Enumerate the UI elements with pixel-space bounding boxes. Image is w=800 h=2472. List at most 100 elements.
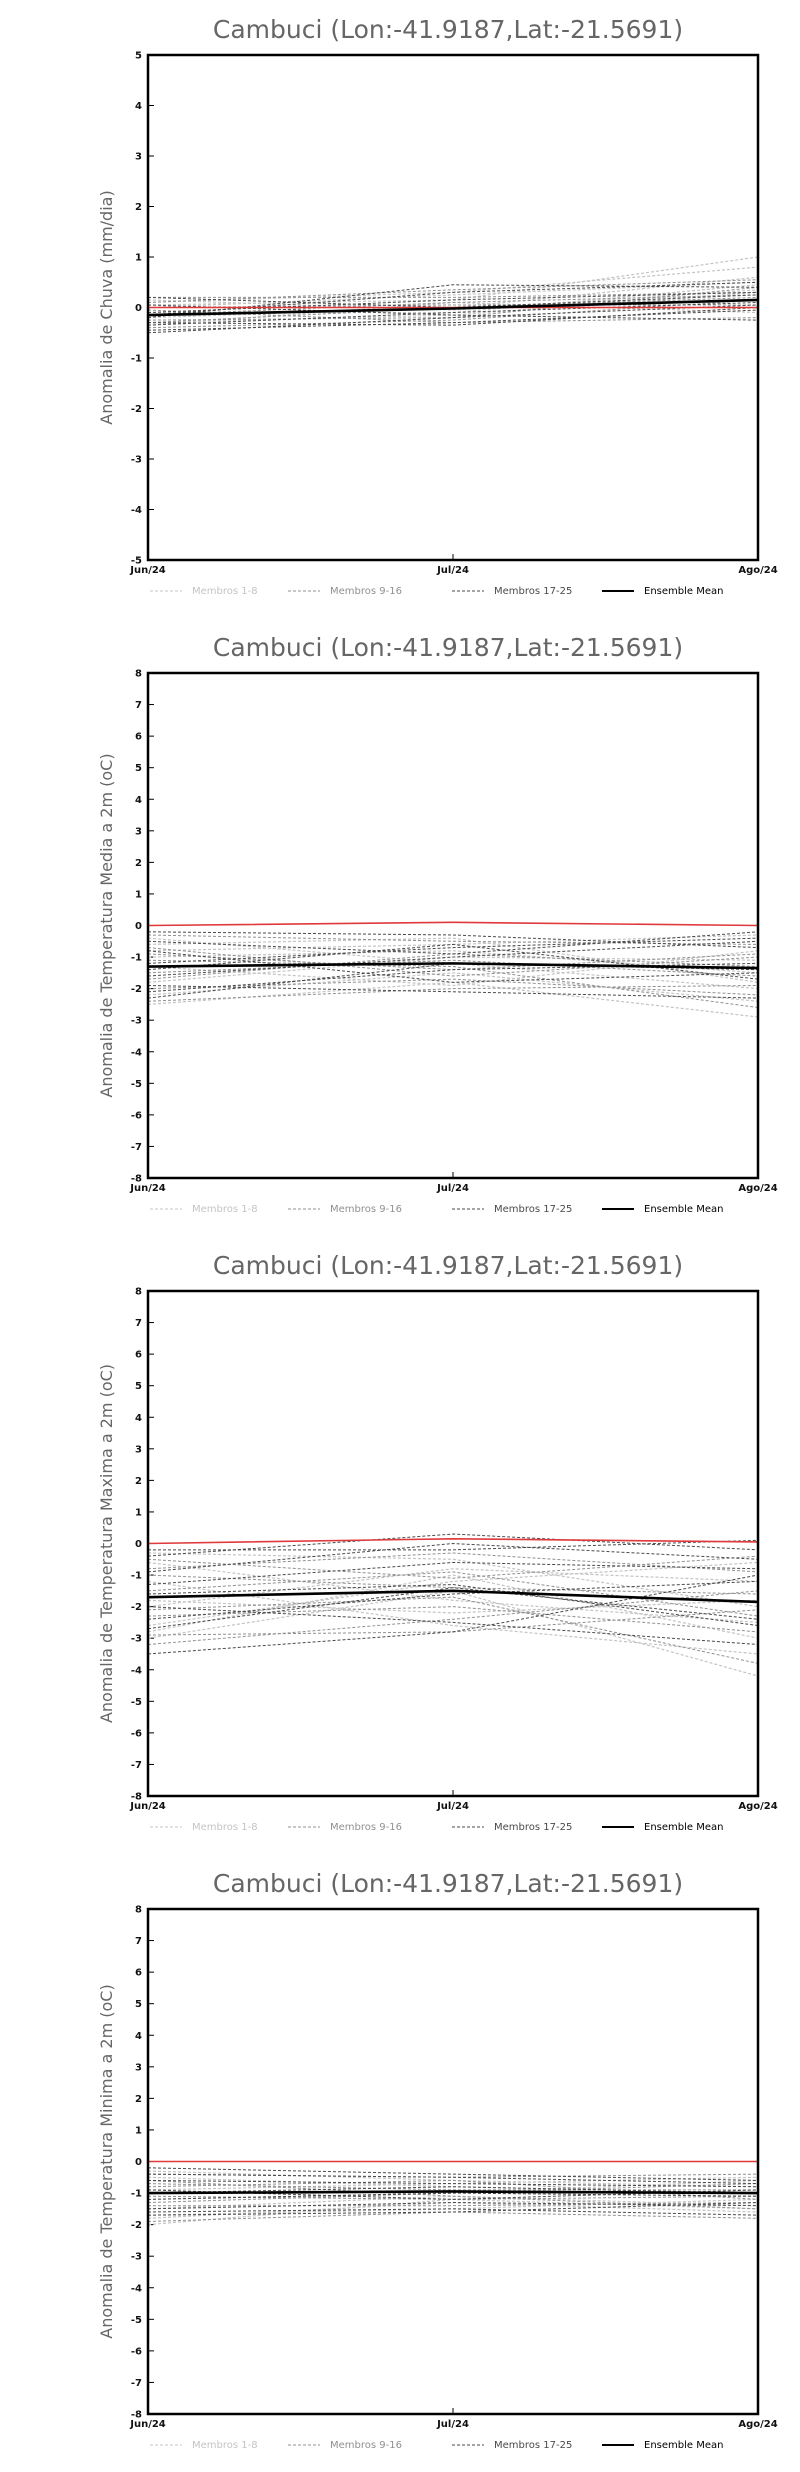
y-tick-label: -1 xyxy=(131,1571,142,1582)
y-tick-label: -4 xyxy=(131,1665,142,1676)
series-line-mean-1 xyxy=(147,2190,759,2195)
legend-label-17-25: Membros 17-25 xyxy=(494,586,572,597)
series-line-17-25-2 xyxy=(147,2167,759,2181)
x-tick-label: Jun/24 xyxy=(129,565,166,576)
series-line-17-25-5 xyxy=(147,943,759,980)
series-line-mean-1 xyxy=(147,298,759,317)
y-tick-label: -2 xyxy=(131,984,142,995)
chart-svg: Cambuci (Lon:-41.9187,Lat:-21.5691) Anoma… xyxy=(97,633,778,1215)
y-tick-label: -6 xyxy=(131,1110,142,1121)
series-line-9-16-3 xyxy=(147,978,759,996)
series-line-17-25-8 xyxy=(147,304,759,334)
y-tick-label: 3 xyxy=(135,2062,142,2073)
series-line-9-16-7 xyxy=(147,959,759,1009)
y-tick-label: -6 xyxy=(131,2346,142,2357)
plot-frame xyxy=(146,53,760,562)
legend-label-mean: Ensemble Mean xyxy=(644,2440,723,2451)
x-tick-label: Ago/24 xyxy=(738,1801,777,1812)
legend-label-mean: Ensemble Mean xyxy=(644,586,723,597)
y-tick-label: 1 xyxy=(135,1507,142,1518)
y-tick-label: -2 xyxy=(131,1602,142,1613)
y-tick-label: 8 xyxy=(135,1287,142,1298)
series-line-17-25-6 xyxy=(147,931,759,949)
series-line-1-8-2 xyxy=(147,950,759,974)
y-tick-label: 0 xyxy=(135,2157,142,2168)
y-tick-label: -3 xyxy=(131,455,142,466)
y-tick-label: -3 xyxy=(131,2252,142,2263)
y-tick-label: 6 xyxy=(135,1350,142,1361)
legend-label-17-25: Membros 17-25 xyxy=(494,1822,572,1833)
y-tick-label: 2 xyxy=(135,2094,142,2105)
y-tick-label: -6 xyxy=(131,1728,142,1739)
series-line-17-25-8 xyxy=(147,2202,759,2216)
series-line-17-25-7 xyxy=(147,962,759,993)
y-tick-label: -2 xyxy=(131,2220,142,2231)
series-line-mean-1 xyxy=(147,962,759,970)
y-tick-label: 7 xyxy=(135,1318,142,1329)
series-line-17-25-4 xyxy=(147,2202,759,2210)
y-tick-label: 5 xyxy=(135,763,142,774)
x-tick-label: Jun/24 xyxy=(129,1801,166,1812)
legend-label-9-16: Membros 9-16 xyxy=(330,1204,402,1215)
y-tick-label: 4 xyxy=(135,1413,142,1424)
x-tick-label: Jul/24 xyxy=(436,1801,469,1812)
y-tick-label: -4 xyxy=(131,2283,142,2294)
series-line-9-16-5 xyxy=(147,1571,759,1617)
y-tick-label: -1 xyxy=(131,2189,142,2200)
legend-label-17-25: Membros 17-25 xyxy=(494,2440,572,2451)
x-tick-label: Jul/24 xyxy=(436,2419,469,2430)
chart-svg: Cambuci (Lon:-41.9187,Lat:-21.5691) Anoma… xyxy=(97,1251,778,1833)
legend-label-9-16: Membros 9-16 xyxy=(330,2440,402,2451)
y-tick-label: 6 xyxy=(135,1968,142,1979)
y-tick-label: 8 xyxy=(135,1905,142,1916)
y-tick-label: 3 xyxy=(135,1444,142,1455)
y-tick-label: -1 xyxy=(131,354,142,365)
series-line-9-16-4 xyxy=(147,1590,759,1645)
series-line-9-16-2 xyxy=(148,2202,759,2207)
y-tick-label: -4 xyxy=(131,1047,142,1058)
y-tick-label: 0 xyxy=(135,921,142,932)
x-tick-label: Jun/24 xyxy=(129,2419,166,2430)
legend-label-1-8: Membros 1-8 xyxy=(192,586,258,597)
y-tick-label: -4 xyxy=(131,505,142,516)
series-line-1-8-8 xyxy=(147,289,759,311)
legend-label-17-25: Membros 17-25 xyxy=(494,1204,572,1215)
series-line-17-25-2 xyxy=(147,284,759,319)
series-line-9-16-2 xyxy=(147,1606,759,1633)
series-line-1-8-7 xyxy=(147,1599,759,1614)
chart-panel-3: Cambuci (Lon:-41.9187,Lat:-21.5691) Anoma… xyxy=(0,1236,800,1854)
legend-label-1-8: Membros 1-8 xyxy=(192,1204,258,1215)
y-tick-label: 4 xyxy=(135,2031,142,2042)
y-tick-label: -5 xyxy=(131,2315,142,2326)
series-line-red-1 xyxy=(147,921,759,927)
series-line-17-25-8 xyxy=(147,1587,759,1630)
legend-label-mean: Ensemble Mean xyxy=(644,1822,723,1833)
y-tick-label: -5 xyxy=(131,1079,142,1090)
series-line-17-25-3 xyxy=(147,301,759,326)
series-line-red-1 xyxy=(147,1537,759,1545)
plot-frame xyxy=(146,671,760,1180)
x-tick-label: Jun/24 xyxy=(129,1183,166,1194)
series-line-9-16-6 xyxy=(147,984,759,1002)
y-tick-label: -3 xyxy=(131,1016,142,1027)
series-line-9-16-1 xyxy=(147,959,759,977)
y-tick-label: 5 xyxy=(135,1999,142,2010)
y-tick-label: 3 xyxy=(135,826,142,837)
series-line-17-25-1 xyxy=(147,937,759,964)
y-tick-label: -7 xyxy=(131,1142,142,1153)
chart-panel-4: Cambuci (Lon:-41.9187,Lat:-21.5691) Anoma… xyxy=(0,1854,800,2472)
series-line-9-16-8 xyxy=(147,279,759,303)
plot-frame xyxy=(146,1289,760,1798)
y-tick-label: 6 xyxy=(135,732,142,743)
legend-label-1-8: Membros 1-8 xyxy=(192,2440,258,2451)
series-line-9-16-6 xyxy=(147,2179,759,2200)
legend-label-1-8: Membros 1-8 xyxy=(192,1822,258,1833)
y-tick-label: 1 xyxy=(135,2125,142,2136)
series-line-9-16-6 xyxy=(147,1596,759,1664)
y-tick-label: 7 xyxy=(135,700,142,711)
chart-title: Cambuci (Lon:-41.9187,Lat:-21.5691) xyxy=(213,633,683,662)
chart-panel-1: Cambuci (Lon:-41.9187,Lat:-21.5691) Anoma… xyxy=(0,0,800,618)
y-tick-label: 8 xyxy=(135,669,142,680)
series-line-17-25-9 xyxy=(148,1539,759,1551)
series-line-17-25-3 xyxy=(147,931,759,955)
